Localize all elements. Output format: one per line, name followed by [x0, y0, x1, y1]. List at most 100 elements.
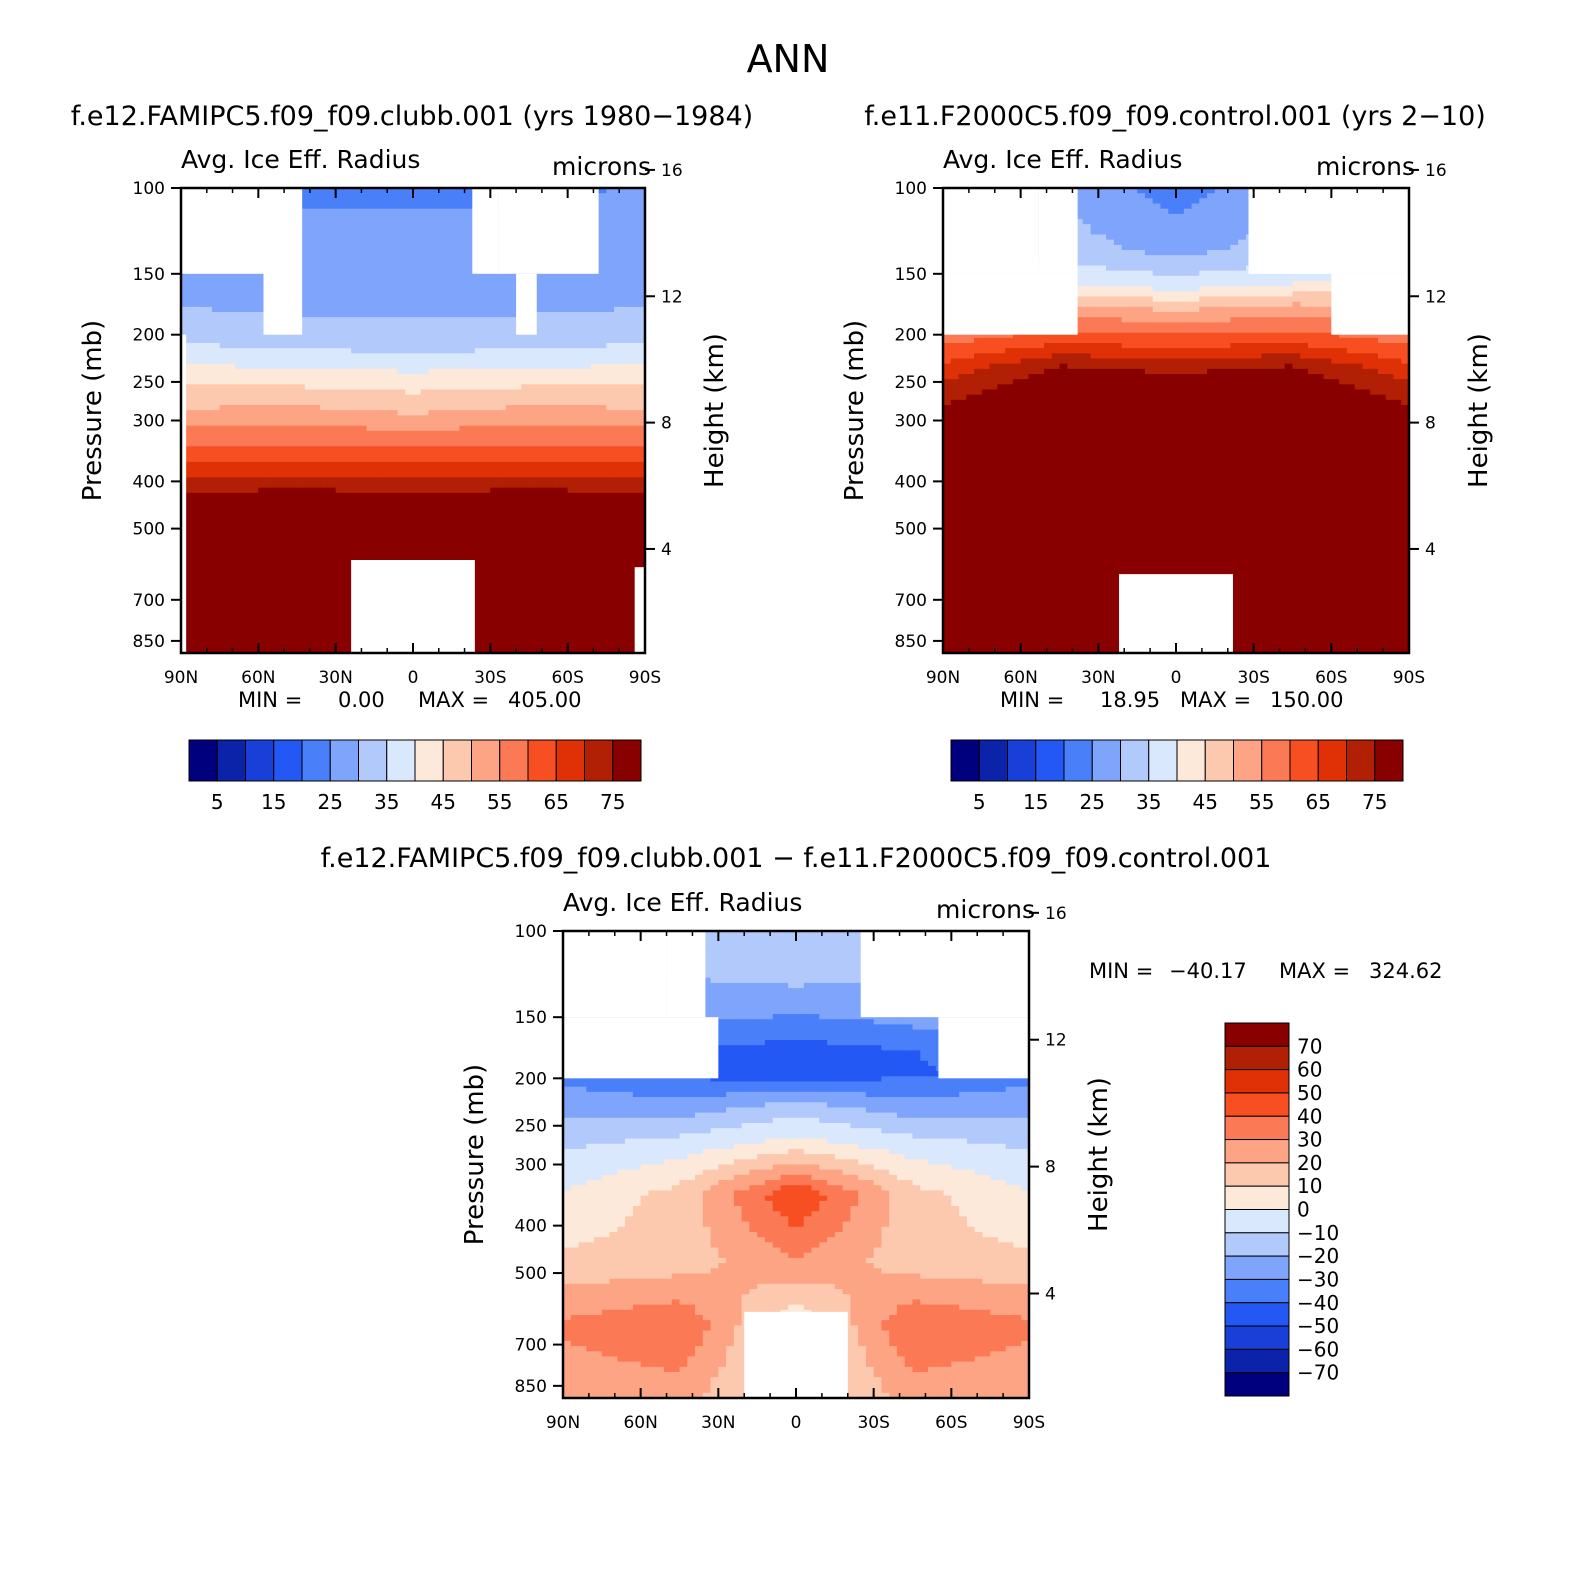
- contour-cell: [575, 585, 584, 592]
- contour-cell: [343, 492, 352, 499]
- contour-cell: [366, 275, 375, 282]
- contour-cell: [397, 188, 406, 194]
- contour-cell: [529, 363, 538, 370]
- contour-cell: [343, 322, 352, 329]
- contour-cell: [405, 461, 414, 468]
- contour-cell: [289, 467, 298, 473]
- contour-cell: [219, 498, 228, 504]
- contour-cell: [227, 312, 236, 318]
- contour-cell: [358, 358, 368, 365]
- contour-cell: [227, 379, 236, 385]
- contour-cell: [428, 198, 437, 205]
- contour-cell: [250, 389, 259, 396]
- contour-cell: [389, 312, 399, 318]
- contour-cell: [420, 337, 430, 344]
- contour-cell: [335, 487, 344, 494]
- contour-cell: [281, 446, 290, 453]
- contour-cell: [366, 446, 375, 453]
- contour-cell: [242, 301, 252, 308]
- contour-cell: [188, 539, 198, 546]
- contour-cell: [482, 477, 491, 484]
- contour-cell: [181, 286, 190, 292]
- contour-cell: [459, 219, 468, 225]
- contour-cell: [505, 425, 515, 432]
- contour-cell: [250, 560, 259, 566]
- contour-cell: [211, 430, 221, 437]
- contour-cell: [474, 348, 484, 354]
- contour-cell: [529, 539, 538, 546]
- contour-cell: [196, 358, 205, 365]
- contour-cell: [250, 410, 259, 416]
- contour-cell: [467, 415, 476, 422]
- contour-cell: [428, 286, 437, 292]
- contour-cell: [428, 260, 437, 267]
- contour-cell: [351, 306, 360, 313]
- contour-cell: [327, 219, 337, 225]
- contour-cell: [389, 529, 399, 535]
- contour-cell: [413, 224, 422, 230]
- contour-cell: [544, 544, 553, 551]
- contour-cell: [250, 472, 259, 478]
- contour-cell: [467, 327, 476, 334]
- contour-cell: [598, 518, 607, 525]
- contour-cell: [544, 492, 553, 499]
- contour-cell: [242, 379, 252, 385]
- contour-cell: [312, 343, 321, 349]
- contour-cell: [552, 472, 561, 478]
- contour-cell: [211, 301, 221, 308]
- contour-cell: [451, 513, 460, 520]
- contour-cell: [258, 281, 267, 287]
- contour-cell: [474, 585, 484, 592]
- contour-cell: [567, 312, 576, 318]
- contour-cell: [335, 332, 344, 339]
- contour-cell: [312, 322, 321, 329]
- contour-cell: [374, 291, 383, 298]
- contour-cell: [382, 332, 391, 339]
- contour-cell: [366, 430, 375, 437]
- contour-cell: [583, 606, 592, 613]
- contour-cell: [366, 534, 375, 540]
- contour-cell: [513, 560, 522, 566]
- contour-cell: [490, 348, 499, 354]
- contour-cell: [258, 560, 267, 566]
- contour-cell: [374, 358, 383, 365]
- contour-cell: [482, 441, 491, 447]
- contour-cell: [266, 394, 275, 401]
- contour-cell: [505, 570, 515, 577]
- contour-cell: [443, 198, 453, 205]
- contour-cell: [405, 224, 414, 230]
- contour-cell: [235, 513, 244, 520]
- contour-cell: [312, 554, 321, 561]
- contour-cell: [281, 374, 290, 380]
- contour-cell: [443, 544, 453, 551]
- contour-cell: [343, 265, 352, 272]
- contour-cell: [335, 498, 344, 504]
- contour-cell: [436, 368, 445, 375]
- contour-cell: [196, 544, 205, 551]
- contour-cell: [443, 467, 453, 473]
- contour-cell: [459, 534, 468, 540]
- contour-cell: [482, 306, 491, 313]
- contour-cell: [196, 327, 205, 334]
- contour-cell: [513, 539, 522, 546]
- contour-cell: [374, 348, 383, 354]
- contour-cell: [351, 317, 360, 323]
- contour-cell: [405, 255, 414, 261]
- contour-cell: [413, 539, 422, 546]
- contour-cell: [304, 430, 314, 437]
- contour-cell: [327, 539, 337, 546]
- contour-cell: [389, 327, 399, 334]
- contour-cell: [196, 472, 205, 478]
- contour-cell: [544, 534, 553, 540]
- contour-cell: [459, 301, 468, 308]
- contour-cell: [382, 363, 391, 370]
- contour-cell: [443, 208, 453, 215]
- contour-cell: [621, 219, 631, 225]
- contour-cell: [304, 244, 314, 251]
- contour-cell: [459, 498, 468, 504]
- contour-cell: [505, 611, 515, 618]
- contour-cell: [405, 518, 414, 525]
- contour-cell: [242, 616, 252, 623]
- contour-cell: [227, 410, 236, 416]
- contour-cell: [196, 379, 205, 385]
